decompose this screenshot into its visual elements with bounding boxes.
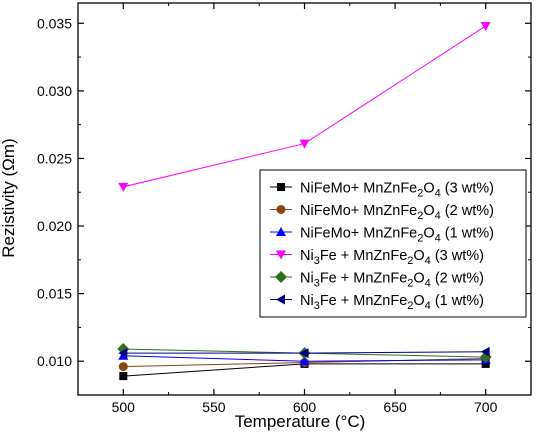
axes: 500 550 600 650 700 0.010 0.015 0.020 0.025 0.030… xyxy=(37,2,532,415)
data-point xyxy=(480,21,491,31)
data-point xyxy=(119,372,128,381)
x-tick-label: 700 xyxy=(474,399,498,415)
data-point xyxy=(480,346,490,357)
legend-label: NiFeMo+ MnZnFe2O4 (1 wt%) xyxy=(300,226,494,245)
series-line xyxy=(123,25,486,188)
data-point xyxy=(118,362,128,372)
legend-box xyxy=(259,169,527,318)
legend-swatch-marker xyxy=(276,205,286,214)
legend: NiFeMo+ MnZnFe2O4 (3 wt%) NiFeMo+ MnZnFe2… xyxy=(259,169,527,318)
x-tick-label: 500 xyxy=(112,399,136,415)
y-tick-label: 0.020 xyxy=(37,218,72,234)
data-point xyxy=(299,356,310,366)
x-axis-label: Temperature (°C) xyxy=(235,412,366,431)
x-tick-label: 600 xyxy=(293,399,317,415)
y-tick-label: 0.035 xyxy=(37,15,72,31)
x-tick-label: 550 xyxy=(202,399,226,415)
y-axis-label: Rezistivity (Ωm) xyxy=(0,138,18,257)
series-group xyxy=(117,21,492,381)
legend-swatch-marker xyxy=(275,271,287,283)
data-point xyxy=(118,348,128,359)
y-tick-label: 0.030 xyxy=(37,83,72,99)
data-point xyxy=(118,182,129,192)
legend-label: Ni3Fe + MnZnFe2O4 (2 wt%) xyxy=(300,271,484,290)
legend-label: NiFeMo+ MnZnFe2O4 (3 wt%) xyxy=(300,181,494,200)
data-point xyxy=(299,348,309,359)
data-point xyxy=(481,359,490,368)
y-tick-label: 0.010 xyxy=(37,353,72,369)
legend-swatch-marker xyxy=(276,250,286,260)
legend-swatch-marker xyxy=(276,227,286,236)
data-point xyxy=(299,139,310,149)
legend-swatch-marker xyxy=(276,294,285,305)
y-tick-label: 0.025 xyxy=(37,150,72,166)
y-tick-label: 0.015 xyxy=(37,286,72,302)
legend-label: Ni3Fe + MnZnFe2O4 (3 wt%) xyxy=(300,248,484,267)
x-tick-label: 650 xyxy=(383,399,407,415)
legend-label: Ni3Fe + MnZnFe2O4 (1 wt%) xyxy=(300,293,484,312)
legend-swatch-marker xyxy=(277,183,285,191)
legend-label: NiFeMo+ MnZnFe2O4 (2 wt%) xyxy=(300,203,494,222)
